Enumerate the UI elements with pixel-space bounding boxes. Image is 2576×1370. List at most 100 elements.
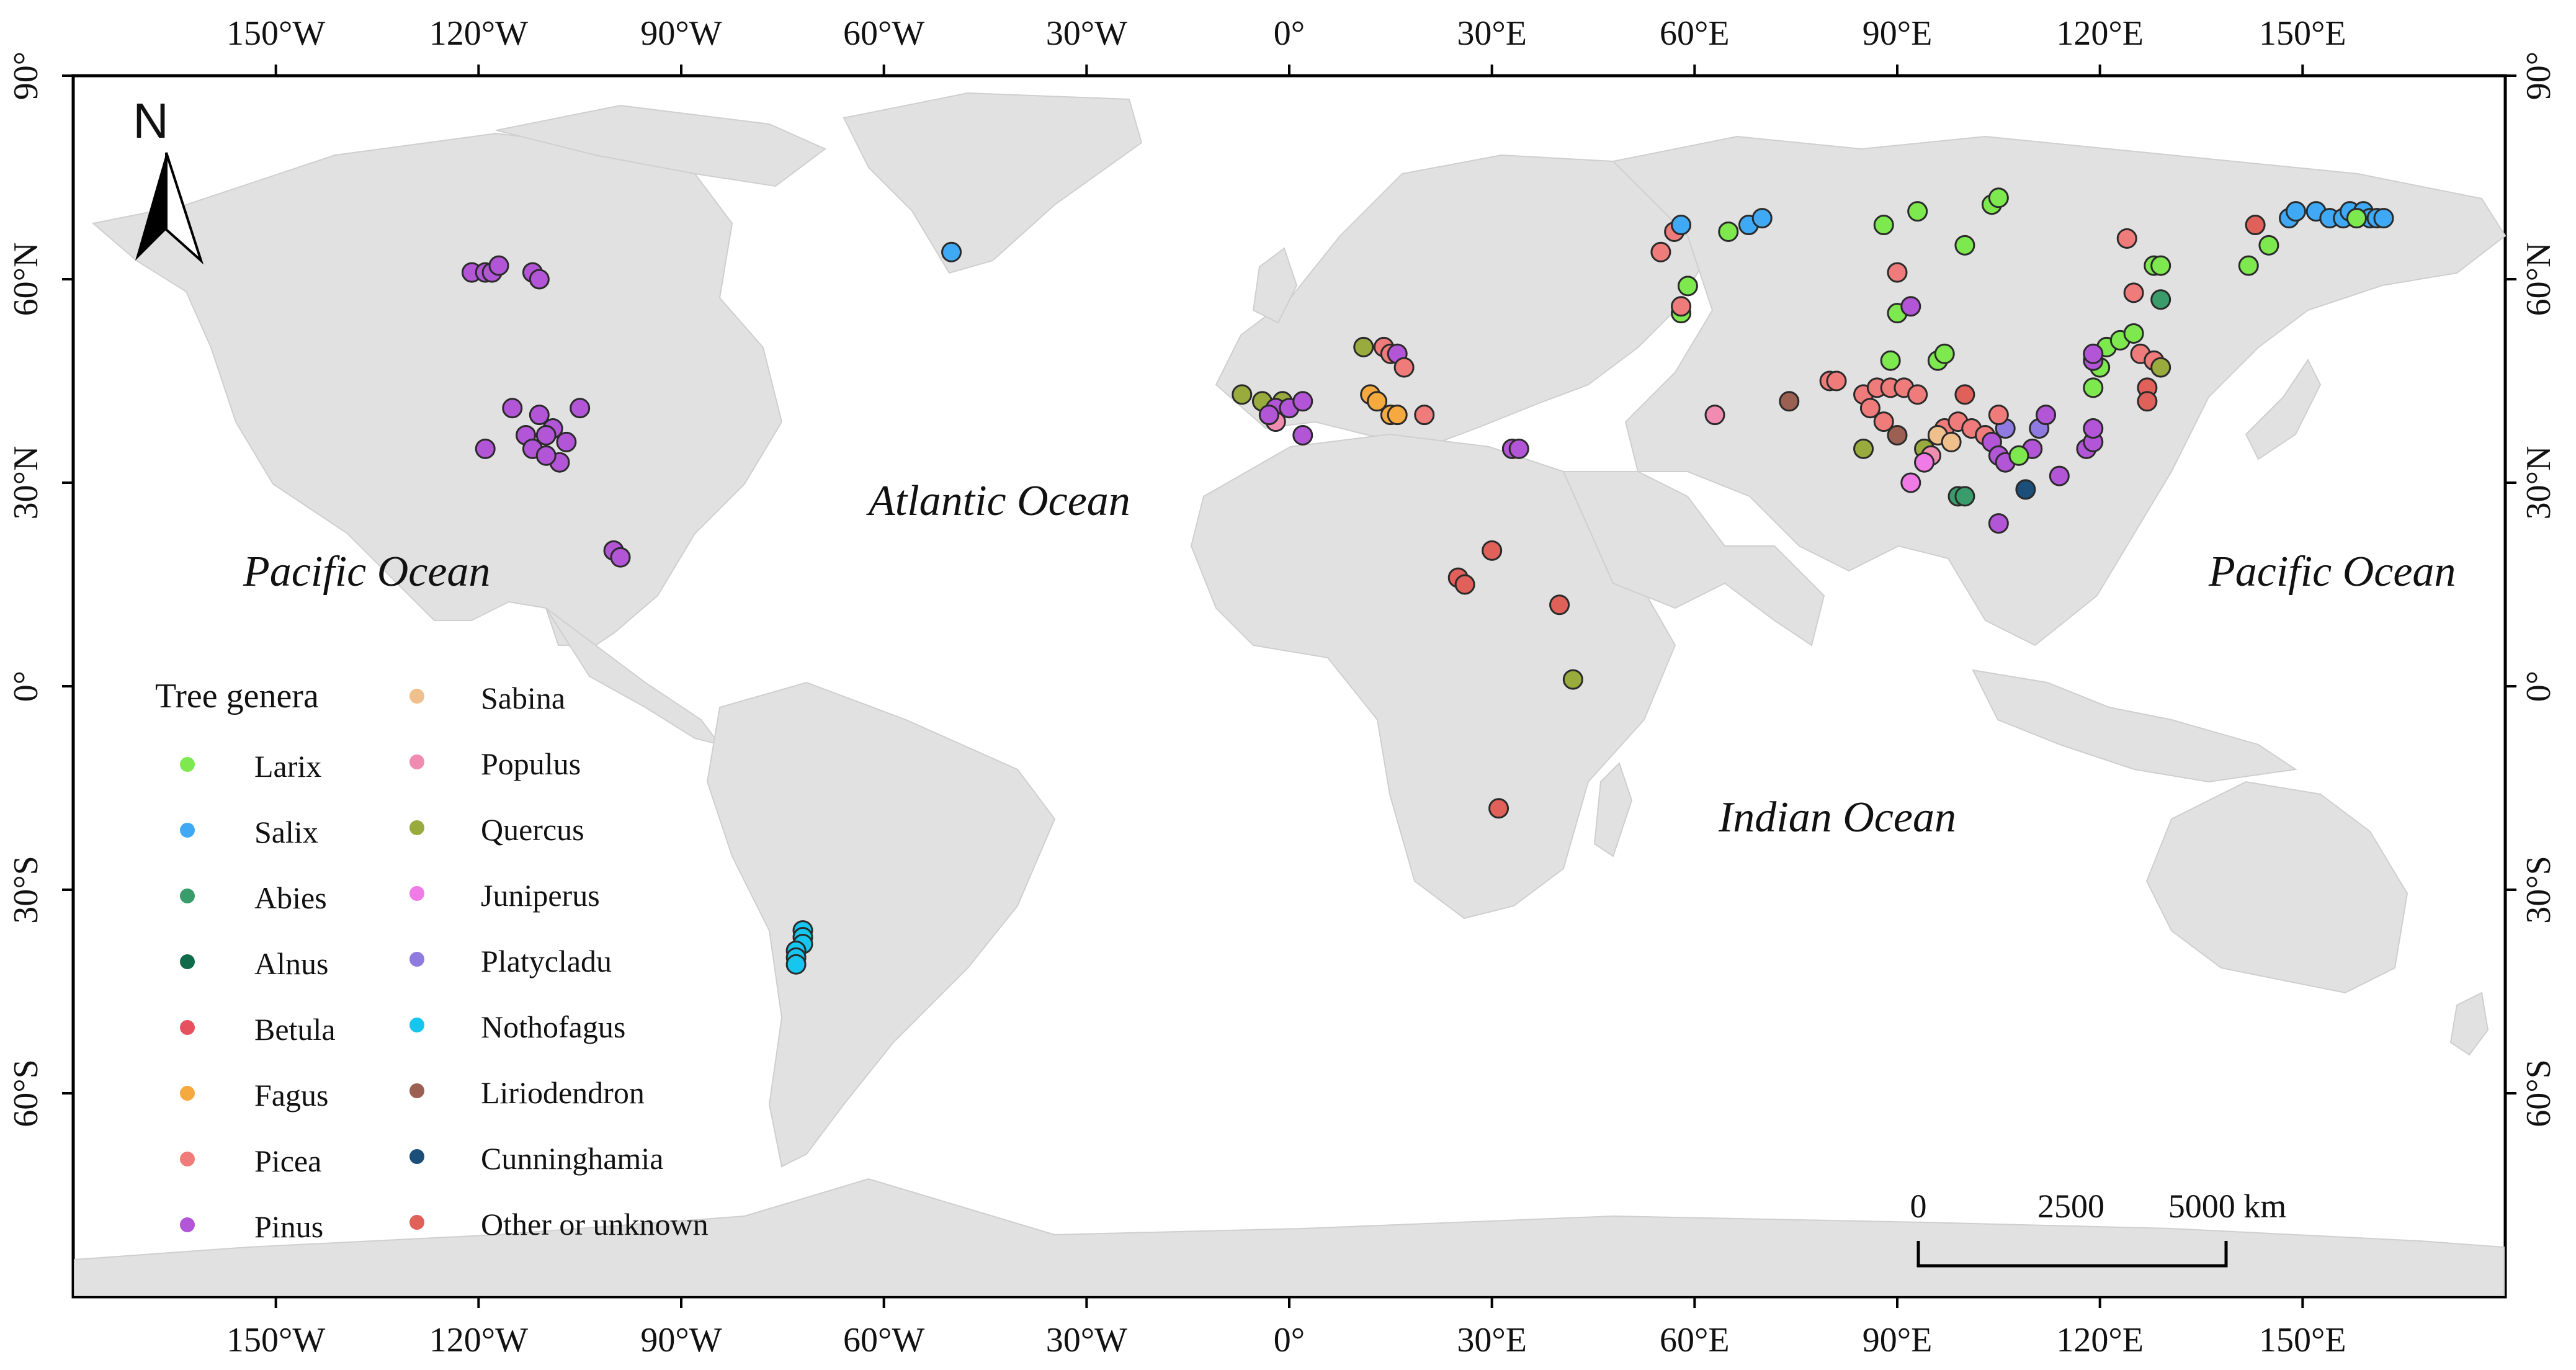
site-pinus bbox=[1508, 438, 1529, 459]
site-salix bbox=[2285, 201, 2306, 222]
legend-swatch-picea bbox=[180, 1152, 195, 1166]
site-pinus bbox=[2083, 343, 2104, 364]
land-masses bbox=[74, 92, 2507, 1296]
tick-label-top: 120°E bbox=[2056, 14, 2144, 53]
legend-swatch-populus bbox=[409, 754, 424, 769]
site-picea bbox=[1859, 398, 1881, 419]
legend-label-abies: Abies bbox=[254, 880, 327, 915]
site-picea bbox=[1414, 405, 1435, 426]
site-larix bbox=[1988, 187, 2009, 208]
tick-label-bottom: 120°W bbox=[429, 1321, 528, 1359]
sample-sites bbox=[461, 187, 2394, 975]
scale-bar-line bbox=[1916, 1241, 2228, 1268]
site-other-or-unknown bbox=[1454, 574, 1475, 595]
legend-label-nothofagus: Nothofagus bbox=[481, 1010, 625, 1044]
land-japan bbox=[2245, 359, 2322, 460]
site-picea bbox=[1826, 370, 1847, 392]
site-quercus bbox=[1853, 438, 1874, 459]
site-salix bbox=[941, 241, 962, 262]
legend-swatch-fagus bbox=[180, 1086, 195, 1101]
land-greenland bbox=[843, 92, 1143, 274]
site-fagus bbox=[1367, 391, 1388, 412]
site-larix bbox=[2150, 255, 2171, 276]
land-africa bbox=[1190, 433, 1676, 920]
legend-items: Larix Salix Abies Alnus Betula Fagus Picea Pinu… bbox=[180, 681, 709, 1244]
site-pinus bbox=[1292, 424, 1313, 445]
site-larix bbox=[1873, 215, 1894, 236]
site-salix bbox=[1751, 208, 1773, 229]
legend-swatch-quercus bbox=[409, 820, 424, 835]
tick-label-right: 0° bbox=[2520, 671, 2558, 702]
land-antarctica bbox=[74, 1178, 2505, 1296]
ocean-label-atlantic: Atlantic Ocean bbox=[866, 477, 1130, 525]
tick-label-bottom: 90°E bbox=[1863, 1321, 1933, 1359]
legend-swatch-cunninghamia bbox=[409, 1149, 424, 1164]
site-pinus bbox=[535, 445, 557, 466]
legend-label-picea: Picea bbox=[254, 1144, 321, 1178]
site-pinus bbox=[1988, 513, 2009, 534]
legend-swatch-alnus bbox=[180, 954, 195, 969]
tick-label-right: 30°N bbox=[2520, 446, 2558, 520]
site-picea bbox=[2116, 228, 2137, 249]
legend-swatch-abies bbox=[180, 889, 195, 903]
legend-label-fagus: Fagus bbox=[254, 1078, 328, 1113]
site-pinus bbox=[2049, 465, 2070, 486]
tick-label-left: 30°S bbox=[7, 856, 45, 924]
legend-label-sabina: Sabina bbox=[481, 681, 565, 715]
site-nothofagus bbox=[785, 954, 807, 975]
site-pinus bbox=[488, 255, 509, 276]
tick-label-bottom: 30°W bbox=[1046, 1321, 1127, 1359]
tick-label-bottom: 150°W bbox=[226, 1321, 325, 1359]
tick-label-bottom: 90°W bbox=[640, 1321, 722, 1359]
legend-swatch-other-or-unknown bbox=[409, 1215, 424, 1230]
site-other-or-unknown bbox=[1488, 798, 1509, 819]
north-arrow-left-half bbox=[135, 153, 166, 261]
site-pinus bbox=[475, 438, 496, 459]
site-pinus bbox=[502, 398, 523, 419]
legend-swatch-nothofagus bbox=[409, 1018, 424, 1032]
site-larix bbox=[1954, 235, 1975, 256]
north-arrow: N bbox=[133, 93, 204, 265]
north-arrow-right-half bbox=[165, 152, 204, 265]
legend-label-larix: Larix bbox=[254, 749, 321, 784]
site-quercus bbox=[1562, 669, 1583, 690]
site-larix bbox=[1880, 350, 1901, 371]
ocean-label-pacific-west: Pacific Ocean bbox=[243, 548, 490, 596]
tick-label-left: 90° bbox=[7, 51, 45, 100]
scale-label-1: 2500 bbox=[2037, 1188, 2104, 1225]
legend-swatch-larix bbox=[180, 757, 195, 772]
site-picea bbox=[1393, 357, 1415, 378]
map-tick-labels: 150°W 150°W 120°W 120°W 90°W 90°W 60°W 60°W 30°W… bbox=[7, 14, 2558, 1359]
map-ticks bbox=[62, 65, 2516, 1308]
site-salix bbox=[1671, 215, 1692, 236]
site-other-or-unknown bbox=[2137, 391, 2158, 412]
tick-label-right: 60°S bbox=[2520, 1059, 2558, 1127]
site-quercus bbox=[2150, 357, 2171, 378]
site-cunninghamia bbox=[2015, 479, 2036, 500]
tick-label-top: 60°W bbox=[843, 14, 924, 53]
site-picea bbox=[1650, 241, 1671, 262]
site-abies bbox=[2150, 289, 2171, 310]
site-pinus bbox=[1292, 391, 1313, 412]
site-pinus bbox=[556, 431, 577, 452]
land-madagascar bbox=[1593, 762, 1633, 857]
site-picea bbox=[1671, 296, 1692, 317]
site-larix bbox=[1934, 343, 1955, 364]
site-other-or-unknown bbox=[1482, 540, 1503, 561]
land-australia bbox=[2145, 781, 2408, 994]
land-asia bbox=[1611, 135, 2507, 647]
legend-label-cunninghamia: Cunninghamia bbox=[481, 1141, 663, 1176]
legend-label-pinus: Pinus bbox=[254, 1209, 323, 1244]
legend-label-alnus: Alnus bbox=[254, 946, 328, 981]
tick-label-bottom: 120°E bbox=[2056, 1321, 2144, 1359]
tick-label-top: 0° bbox=[1274, 14, 1305, 53]
tick-label-left: 60°N bbox=[7, 243, 45, 316]
site-quercus bbox=[1353, 336, 1374, 357]
site-juniperus bbox=[1900, 472, 1921, 493]
site-pinus bbox=[1900, 296, 1921, 317]
site-picea bbox=[1907, 384, 1928, 405]
site-pinus bbox=[570, 398, 591, 419]
tick-label-top: 90°W bbox=[640, 14, 722, 53]
site-quercus bbox=[1232, 384, 1253, 405]
